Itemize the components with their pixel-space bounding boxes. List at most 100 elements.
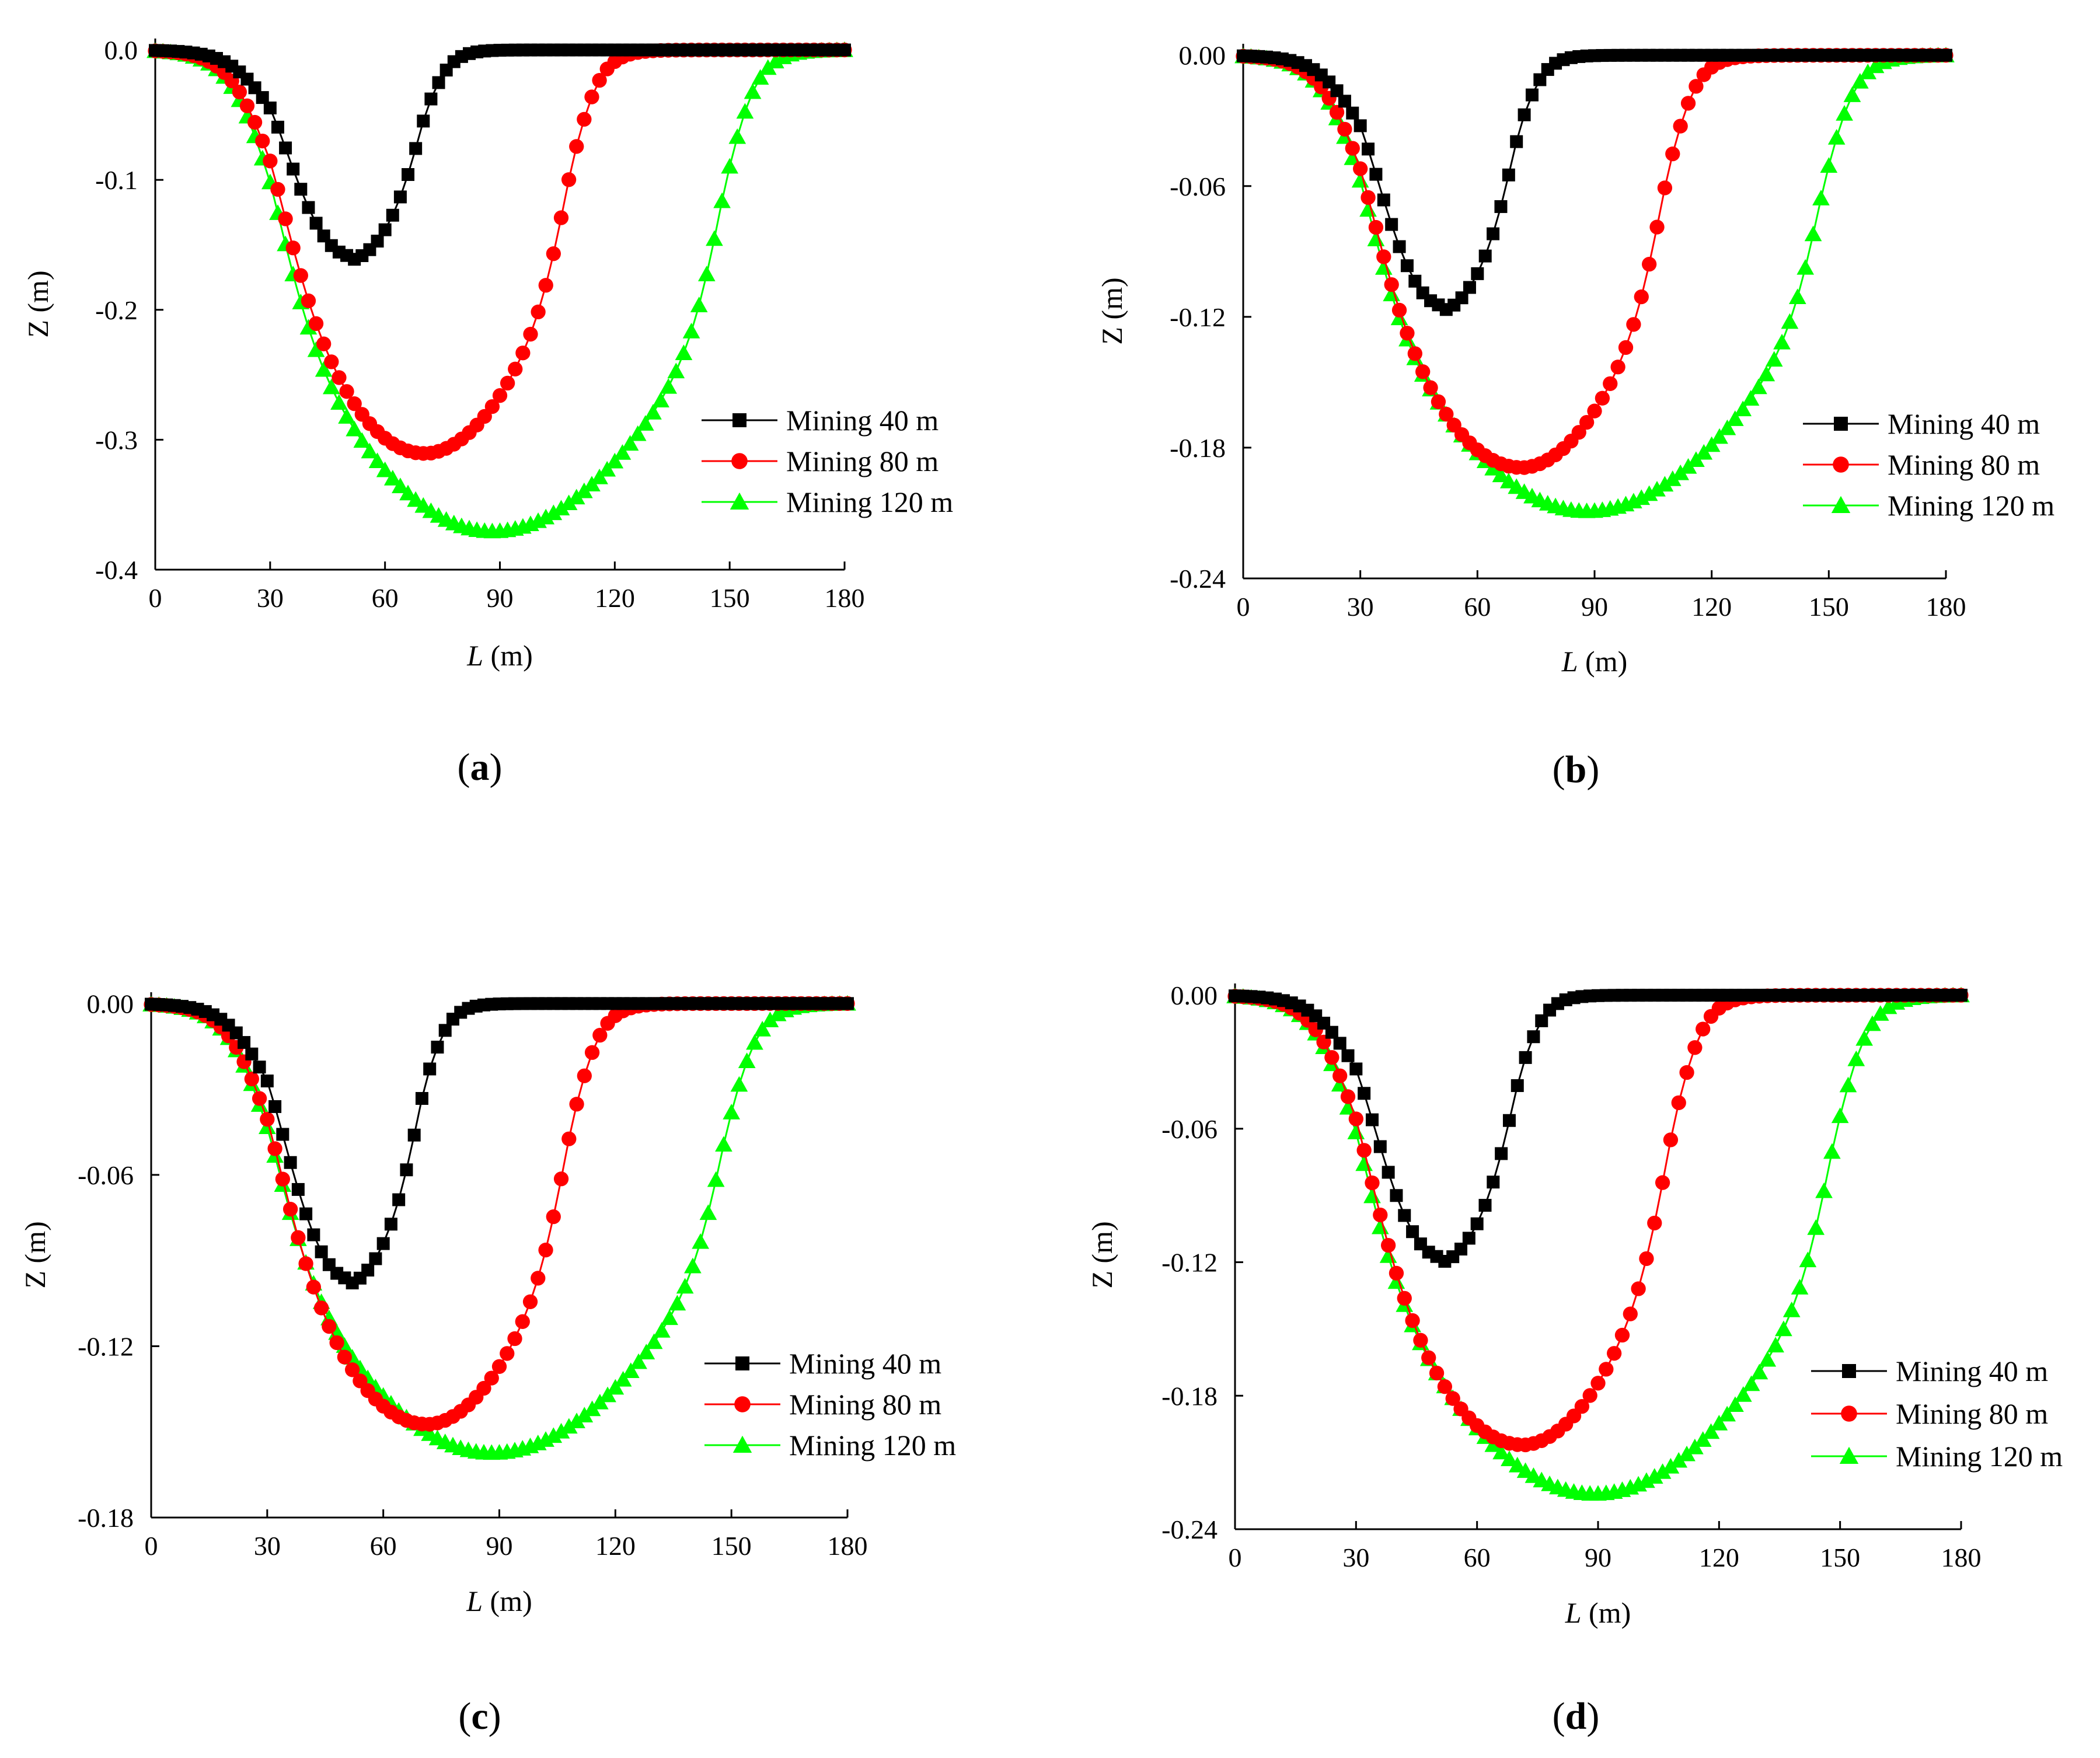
data-point — [402, 168, 415, 182]
data-point — [531, 1271, 546, 1286]
data-point — [276, 1128, 289, 1141]
x-tick-label: 60 — [370, 1531, 397, 1561]
x-tick-label: 90 — [486, 1531, 513, 1561]
data-point — [1423, 380, 1438, 395]
data-point — [721, 158, 739, 174]
data-point — [309, 217, 323, 230]
data-point — [1579, 414, 1595, 430]
data-point — [637, 1344, 655, 1360]
data-point — [707, 1171, 725, 1187]
data-point — [1687, 1040, 1703, 1055]
data-point — [1487, 227, 1500, 240]
data-point — [431, 1041, 444, 1054]
data-point — [1499, 472, 1518, 489]
data-point — [523, 326, 538, 342]
data-point — [1742, 390, 1760, 406]
data-point — [392, 477, 409, 494]
data-point — [622, 1362, 640, 1379]
legend-marker — [732, 1435, 752, 1453]
data-point — [552, 1422, 570, 1439]
data-point — [1631, 1281, 1646, 1296]
data-point — [1839, 1076, 1857, 1093]
data-point — [270, 182, 285, 197]
data-point — [368, 452, 386, 468]
data-point — [1765, 351, 1783, 367]
data-point — [1405, 1313, 1420, 1328]
data-point — [347, 396, 362, 411]
data-point — [1632, 489, 1651, 505]
data-point — [508, 361, 523, 376]
data-point — [1462, 1232, 1475, 1245]
data-point — [1384, 277, 1399, 292]
x-tick-label: 0 — [1229, 1543, 1242, 1572]
data-point — [736, 103, 754, 119]
series-mining-120-m — [1234, 47, 1955, 518]
data-point — [361, 1264, 375, 1277]
data-point — [728, 128, 746, 144]
x-tick-label: 120 — [1691, 592, 1732, 622]
data-point — [329, 1335, 344, 1351]
data-point — [592, 1027, 608, 1043]
data-point — [1836, 105, 1853, 121]
data-point — [1603, 376, 1618, 391]
y-tick-label: -0.24 — [1161, 1515, 1218, 1544]
data-point — [1385, 218, 1398, 231]
data-point — [1397, 1290, 1412, 1306]
data-point — [1702, 1423, 1720, 1439]
data-point — [1647, 1215, 1662, 1231]
data-point — [1455, 291, 1468, 305]
data-point — [1823, 1143, 1841, 1159]
y-tick-label: -0.12 — [78, 1331, 134, 1361]
series-mining-80-m — [148, 42, 852, 461]
legend-label: Mining 120 m — [786, 486, 953, 518]
data-point — [546, 246, 561, 261]
x-axis-title: L (m) — [1561, 645, 1628, 678]
data-point — [287, 162, 300, 176]
data-point — [522, 1294, 538, 1309]
data-point — [1361, 190, 1376, 205]
y-tick-label: 0.00 — [1179, 41, 1226, 71]
data-point — [247, 114, 263, 130]
data-point — [238, 1036, 251, 1049]
legend-marker — [732, 413, 746, 427]
data-point — [1373, 1207, 1388, 1223]
data-point — [1338, 95, 1351, 108]
data-point — [298, 1256, 313, 1271]
data-point — [378, 223, 392, 236]
data-point — [598, 461, 616, 477]
data-point — [1454, 1243, 1468, 1256]
data-point — [1478, 249, 1492, 263]
data-point — [1471, 267, 1484, 280]
data-point — [484, 1370, 499, 1386]
data-point — [1525, 88, 1539, 102]
data-point — [1645, 1468, 1663, 1484]
data-point — [699, 1204, 717, 1220]
legend-entry: Mining 120 m — [704, 1429, 956, 1461]
data-point — [1626, 317, 1641, 332]
y-tick-label: -0.2 — [95, 295, 138, 325]
x-tick-label: 30 — [257, 583, 284, 613]
y-tick-label: -0.06 — [1161, 1114, 1218, 1144]
data-point — [248, 81, 261, 95]
data-point — [1726, 410, 1744, 426]
data-point — [307, 1228, 320, 1241]
data-point — [1648, 480, 1666, 497]
data-point — [1495, 1147, 1508, 1160]
legend-marker — [730, 492, 749, 510]
data-point — [531, 304, 546, 320]
data-point — [751, 69, 769, 85]
data-point — [1324, 1050, 1339, 1065]
data-point — [407, 491, 425, 507]
data-point — [399, 484, 417, 501]
series-line — [151, 1002, 847, 1284]
data-point — [1696, 1021, 1711, 1037]
data-point — [268, 1100, 282, 1113]
data-point — [1791, 1279, 1809, 1295]
data-point — [245, 1047, 259, 1061]
data-point — [500, 375, 515, 391]
data-point — [1494, 200, 1508, 213]
data-point — [1614, 1327, 1630, 1343]
data-point — [1519, 1051, 1532, 1064]
data-point — [1649, 219, 1665, 235]
data-point — [253, 1061, 266, 1074]
